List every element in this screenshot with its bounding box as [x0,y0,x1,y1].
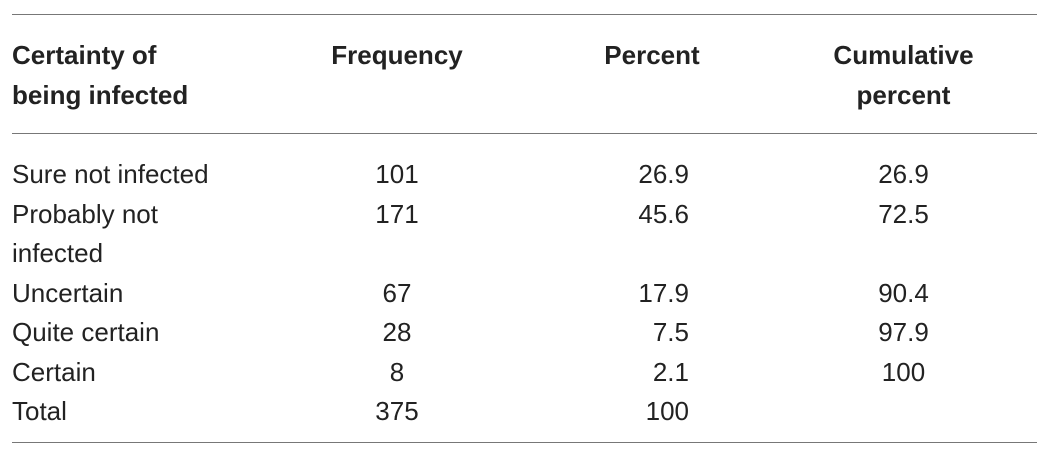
table-row: Uncertain 67 17.9 90.4 [12,274,1037,314]
table-cell: 101 [290,134,504,195]
table-row: Total 375 100 [12,392,1037,442]
table-cell: Quite certain [12,313,290,353]
table-cell: Uncertain [12,274,290,314]
cell-text: 97.9 [878,317,929,347]
header-text: Cumulative percent [833,40,974,110]
table-cell: Probably not infected [12,195,290,274]
header-row: Certainty of being infected Frequency Perc… [12,14,1037,134]
table-cell: 171 [290,195,504,274]
cell-text: 100 [645,396,689,426]
table-cell: 17.9 [504,274,770,314]
header-cell: Frequency [290,15,504,134]
header-cell: Percent [504,15,770,134]
cell-text: 26.9 [638,159,689,189]
table-row: Sure not infected 101 26.9 26.9 [12,134,1037,195]
table-cell: 7.5 [504,313,770,353]
table-header: Certainty of being infected Frequency Perc… [12,14,1037,134]
cell-text: 45.6 [638,198,689,229]
table-row: Certain 8 2.1 100 [12,353,1037,393]
header-text: Percent [604,40,700,70]
cell-text: 72.5 [878,198,929,229]
cell-text: 67 [382,277,412,308]
cell-text: 90.4 [878,277,929,308]
table-cell: 67 [290,274,504,314]
cell-text: Probably not infected [12,198,158,269]
cell-text: Quite certain [12,317,160,347]
table-cell: 97.9 [770,313,1037,353]
cell-text: Sure not infected [12,159,209,189]
table-cell: 26.9 [504,134,770,195]
header-cell: Certainty of being infected [12,15,290,134]
table-cell: Sure not infected [12,134,290,195]
cell-text: Total [12,396,67,426]
cell-text: 8 [389,356,405,387]
table-body: Sure not infected 101 26.9 26.9 Probably not… [12,134,1037,442]
cell-text: 28 [382,317,412,347]
cell-text: 171 [375,198,419,229]
table-cell: 8 [290,353,504,393]
table-cell: 90.4 [770,274,1037,314]
cell-text: 7.5 [652,317,689,347]
table-cell: Total [12,392,290,442]
table-cell: 2.1 [504,353,770,393]
table-cell: 375 [290,392,504,442]
table-cell: 100 [504,392,770,442]
cell-text: 100 [881,356,926,387]
table-cell: Certain [12,353,290,393]
cell-text: Uncertain [12,277,124,308]
table-cell: 26.9 [770,134,1037,195]
cell-text: 375 [375,396,419,426]
cell-text: 26.9 [878,159,929,189]
header-cell: Cumulative percent [770,15,1037,134]
table-cell: 28 [290,313,504,353]
cell-text: 2.1 [652,356,689,387]
table-cell: 100 [770,353,1037,393]
table-row: Probably not infected 171 45.6 72.5 [12,195,1037,274]
header-text: Frequency [331,40,463,70]
header-text: Certainty of being infected [12,40,189,110]
cell-text: 101 [375,159,419,189]
cell-text: 17.9 [638,277,689,308]
table-cell [770,392,1037,442]
cell-text: Certain [12,356,96,387]
frequency-table: Certainty of being infected Frequency Perc… [12,14,1037,443]
table-row: Quite certain 28 7.5 97.9 [12,313,1037,353]
table-cell: 72.5 [770,195,1037,274]
table-cell: 45.6 [504,195,770,274]
